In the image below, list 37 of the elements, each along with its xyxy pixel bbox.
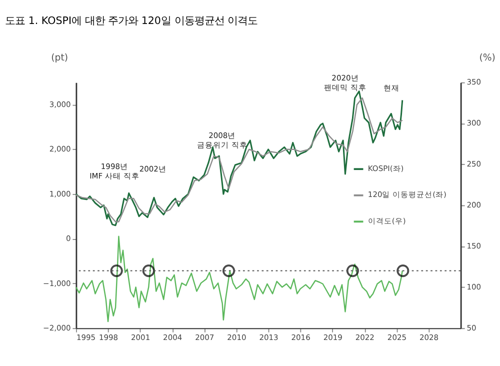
- x-tick-label: 2019: [323, 332, 343, 342]
- y-axis-title: (pt): [51, 52, 68, 64]
- x-tick-label: 2025: [387, 332, 407, 342]
- y2-tick-label: 250: [466, 160, 482, 169]
- y-tick-label: −1,000: [43, 278, 72, 288]
- y-tick-label: 3,000: [49, 100, 72, 110]
- annotation: 2002년: [139, 164, 166, 174]
- x-tick-label: 2022: [355, 332, 375, 342]
- legend-label: KOSPI(좌): [368, 164, 404, 173]
- legend-label: 이격도(우): [368, 216, 406, 226]
- y2-tick-label: 300: [466, 118, 482, 128]
- y2-tick-label: 200: [466, 200, 482, 210]
- y-tick-label: 2,000: [49, 144, 72, 154]
- y-tick-label: 0: [66, 234, 72, 244]
- annotation: 1998년 IMF 사태 직후: [90, 162, 140, 180]
- y2-tick-label: 350: [466, 78, 482, 87]
- x-tick-label: 1995: [76, 332, 96, 342]
- y-tick-label: 1,000: [49, 189, 72, 198]
- y-tick-label: −2,000: [43, 323, 72, 332]
- y2-axis-title: (%): [479, 52, 496, 64]
- y2-tick-label: 150: [466, 242, 482, 251]
- annotation: 2008년 금융위기 직후: [196, 131, 248, 150]
- x-tick-label: 2004: [163, 332, 182, 342]
- x-tick-label: 2010: [227, 332, 246, 342]
- x-tick-label: 2007: [195, 332, 214, 342]
- x-tick-label: 1998: [98, 332, 118, 342]
- x-tick-label: 2013: [259, 332, 279, 342]
- legend-label: 120일 이동평균선(좌): [368, 190, 447, 200]
- x-tick-label: 2016: [291, 332, 311, 342]
- chart-title: 도표 1. KOSPI에 대한 주가와 120일 이동평균선 이격도: [5, 15, 258, 28]
- annotation: 2020년 팬데믹 직후: [324, 73, 366, 92]
- x-tick-label: 2001: [131, 332, 150, 342]
- annotation: 현재: [383, 83, 400, 92]
- y2-tick-label: 100: [466, 282, 482, 292]
- x-tick-label: 2028: [419, 332, 439, 342]
- y2-tick-label: 50: [466, 323, 476, 332]
- line-series: [75, 236, 403, 322]
